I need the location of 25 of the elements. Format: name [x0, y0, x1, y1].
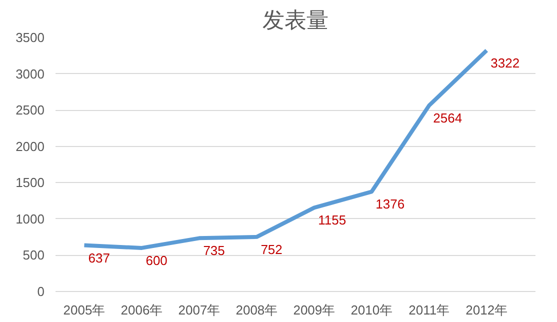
x-tick-label: 2005年 — [63, 302, 106, 318]
y-tick-label: 2500 — [16, 102, 44, 118]
data-label: 1155 — [318, 212, 346, 228]
x-tick-label: 2010年 — [350, 302, 393, 318]
data-label: 1376 — [376, 196, 405, 212]
y-tick-label: 1000 — [16, 211, 44, 226]
data-label: 3322 — [490, 55, 520, 70]
data-label: 2564 — [433, 110, 462, 126]
y-tick-label: 500 — [22, 248, 45, 263]
x-tick-label: 2008年 — [236, 302, 278, 318]
chart-title: 发表量 — [262, 8, 328, 32]
x-tick-label: 2007年 — [178, 302, 220, 318]
data-label: 600 — [146, 252, 168, 268]
y-tick-label: 3000 — [16, 66, 44, 82]
y-tick-label: 3500 — [16, 30, 44, 45]
y-tick-label: 1500 — [16, 175, 44, 190]
x-tick-label: 2012年 — [466, 302, 508, 318]
x-tick-label: 2006年 — [120, 302, 163, 318]
data-label: 637 — [88, 250, 110, 266]
data-label: 735 — [203, 243, 225, 258]
y-tick-label: 2000 — [16, 138, 44, 154]
x-tick-label: 2009年 — [293, 302, 336, 318]
y-tick-label: 0 — [37, 284, 45, 299]
data-label: 752 — [260, 242, 282, 257]
x-tick-label: 2011年 — [408, 302, 450, 318]
